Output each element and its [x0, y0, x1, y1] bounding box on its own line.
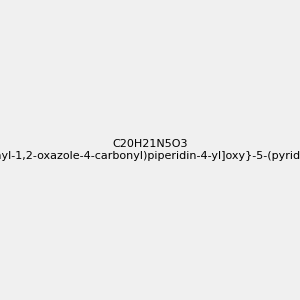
Text: C20H21N5O3
2-{[1-(3,5-Dimethyl-1,2-oxazole-4-carbonyl)piperidin-4-yl]oxy}-5-(pyr: C20H21N5O3 2-{[1-(3,5-Dimethyl-1,2-oxazo… [0, 139, 300, 161]
